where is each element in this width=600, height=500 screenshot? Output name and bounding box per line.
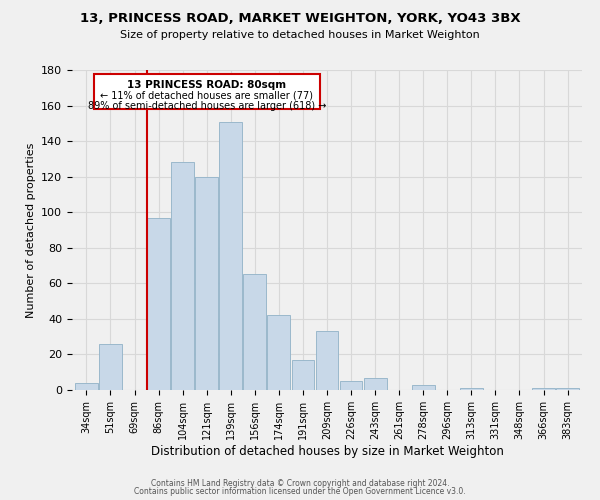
Bar [220, 122, 242, 390]
Bar [460, 388, 483, 390]
Text: Contains public sector information licensed under the Open Government Licence v3: Contains public sector information licen… [134, 488, 466, 496]
Bar [292, 360, 314, 390]
Bar [412, 384, 434, 390]
Bar [195, 176, 218, 390]
FancyBboxPatch shape [94, 74, 320, 109]
Bar [340, 381, 362, 390]
Bar [316, 332, 338, 390]
Y-axis label: Number of detached properties: Number of detached properties [26, 142, 35, 318]
Bar [171, 162, 194, 390]
Text: 13, PRINCESS ROAD, MARKET WEIGHTON, YORK, YO43 3BX: 13, PRINCESS ROAD, MARKET WEIGHTON, YORK… [80, 12, 520, 26]
Bar [364, 378, 386, 390]
Bar [147, 218, 170, 390]
Text: Size of property relative to detached houses in Market Weighton: Size of property relative to detached ho… [120, 30, 480, 40]
Text: ← 11% of detached houses are smaller (77): ← 11% of detached houses are smaller (77… [100, 90, 313, 101]
Bar [532, 388, 555, 390]
Bar [268, 316, 290, 390]
Text: 89% of semi-detached houses are larger (618) →: 89% of semi-detached houses are larger (… [88, 101, 326, 111]
Text: Contains HM Land Registry data © Crown copyright and database right 2024.: Contains HM Land Registry data © Crown c… [151, 478, 449, 488]
Bar [99, 344, 122, 390]
Bar [244, 274, 266, 390]
X-axis label: Distribution of detached houses by size in Market Weighton: Distribution of detached houses by size … [151, 444, 503, 458]
Bar [556, 388, 579, 390]
Bar [75, 383, 98, 390]
Text: 13 PRINCESS ROAD: 80sqm: 13 PRINCESS ROAD: 80sqm [127, 80, 286, 90]
